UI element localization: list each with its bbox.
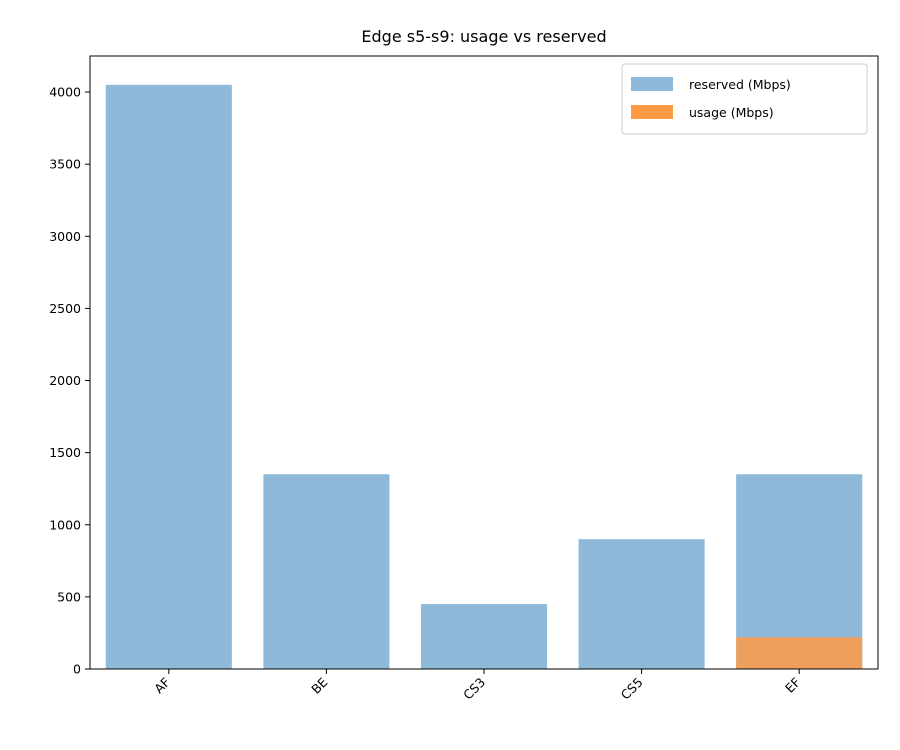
axes-group: 0 500 1000 1500 2000 2500 3000 3500 4000 AF BE CS3 C… xyxy=(49,55,879,703)
x-tick-label: CS5 xyxy=(618,675,646,703)
y-tick-label: 2000 xyxy=(49,373,81,388)
y-tick-label: 2500 xyxy=(49,301,81,316)
legend-label: reserved (Mbps) xyxy=(689,77,791,92)
bar-reserved-cs3 xyxy=(420,604,548,669)
bars-group xyxy=(105,84,863,670)
y-tick-label: 1500 xyxy=(49,445,81,460)
y-tick-label: 3500 xyxy=(49,157,81,172)
legend-swatch xyxy=(631,105,673,119)
y-tick-label: 4000 xyxy=(49,85,81,100)
x-tick-label: EF xyxy=(782,675,803,696)
y-tick-label: 3000 xyxy=(49,229,81,244)
y-tick-label: 500 xyxy=(57,589,81,604)
bar-reserved-af xyxy=(105,84,232,670)
legend-frame xyxy=(621,63,868,135)
bar-reserved-ef xyxy=(736,474,863,669)
chart-title: Edge s5-s9: usage vs reserved xyxy=(361,27,606,46)
x-tick-label: BE xyxy=(308,674,330,696)
legend-label: usage (Mbps) xyxy=(689,105,774,120)
bar-reserved-be xyxy=(263,474,390,669)
x-tick-label: CS3 xyxy=(460,675,488,703)
bar-reserved-cs5 xyxy=(578,539,705,669)
bar-usage-ef xyxy=(736,637,863,669)
legend: reserved (Mbps) usage (Mbps) xyxy=(621,63,868,135)
y-tick-label: 1000 xyxy=(49,517,81,532)
y-tick-label: 0 xyxy=(73,662,81,677)
legend-swatch xyxy=(631,77,673,91)
x-tick-label: AF xyxy=(151,675,173,697)
